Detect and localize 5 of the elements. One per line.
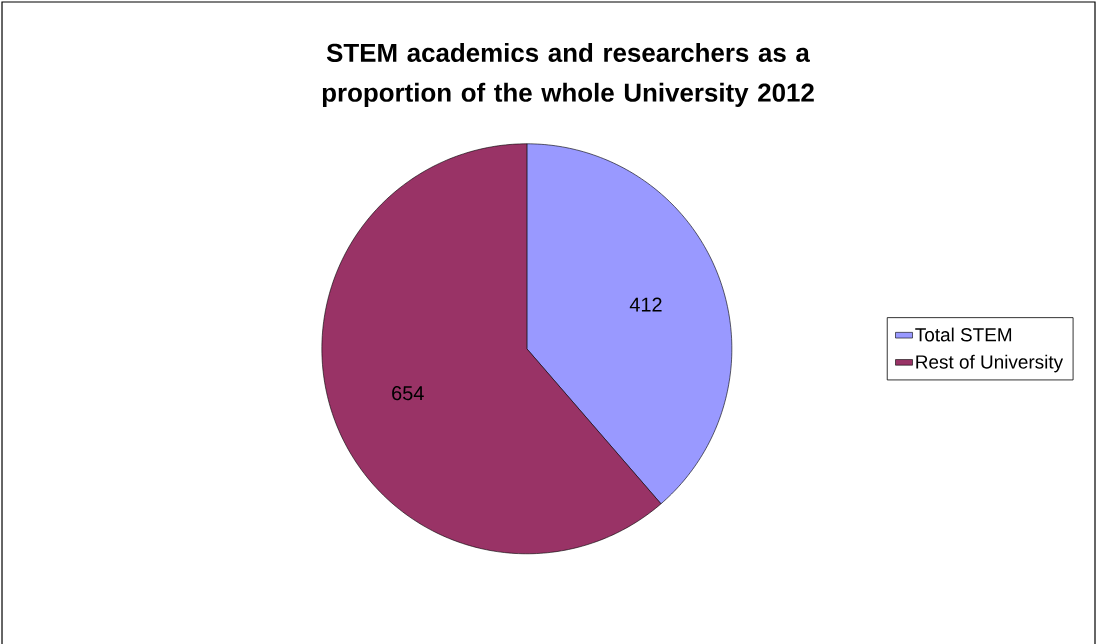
legend-label: Total STEM (915, 327, 1012, 342)
legend-label: Rest of University (916, 354, 1064, 373)
data-label: 654 (392, 386, 424, 401)
chart-title: STEM academics and researchers as a proportion of the whole University 2012 (322, 43, 814, 107)
data-label: 412 (629, 297, 662, 312)
